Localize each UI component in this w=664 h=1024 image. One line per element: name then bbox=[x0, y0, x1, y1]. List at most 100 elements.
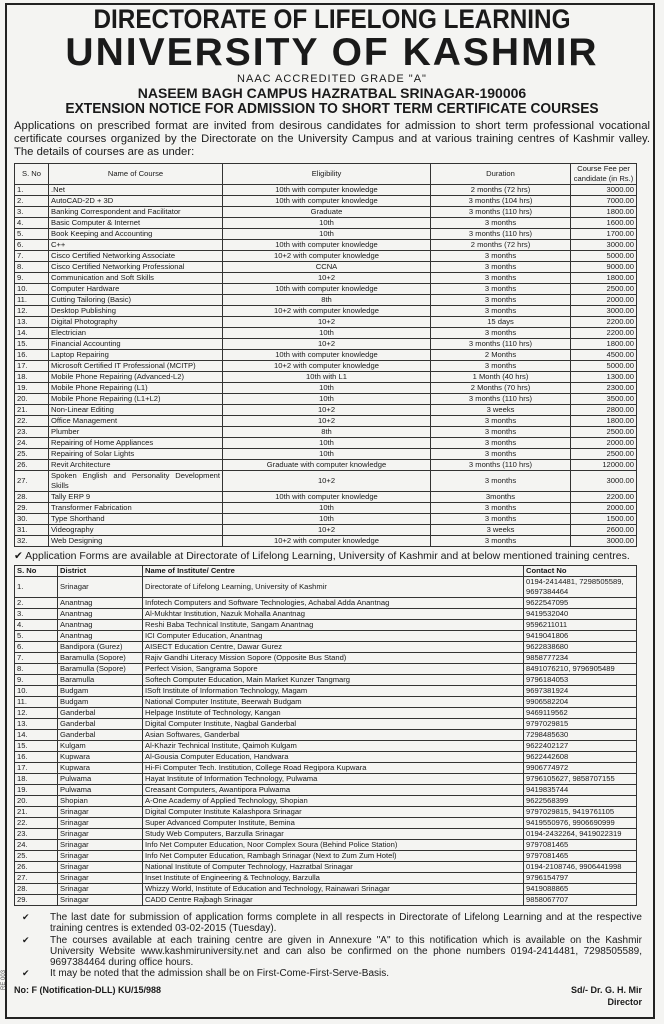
fee-cell: 7000.00 bbox=[570, 195, 637, 207]
serial-cell: 14. bbox=[14, 729, 58, 741]
table-row: 26. Srinagar National Institute of Compute… bbox=[14, 861, 637, 873]
note-text: It may be noted that the admission shall… bbox=[50, 968, 390, 980]
serial-cell: 19. bbox=[14, 784, 58, 796]
district-cell: Anantnag bbox=[57, 619, 143, 631]
course-name-cell: Type Shorthand bbox=[48, 513, 223, 525]
table-row: 16. Kupwara Al-Gousia Computer Education, … bbox=[14, 751, 637, 763]
serial-cell: 23. bbox=[14, 828, 58, 840]
contact-cell: 9419835744 bbox=[523, 784, 637, 796]
duration-cell: 2 months (72 hrs) bbox=[430, 184, 571, 196]
serial-cell: 17. bbox=[14, 360, 49, 372]
serial-cell: 7. bbox=[14, 652, 58, 664]
contact-cell: 9419088865 bbox=[523, 883, 637, 895]
directorate-title: DIRECTORATE OF LIFELONG LEARNING bbox=[93, 4, 571, 34]
table-row: 28. Tally ERP 9 10th with computer knowled… bbox=[14, 491, 637, 503]
duration-cell: 3 months (110 hrs) bbox=[430, 338, 571, 350]
check-mark-icon: ✔ bbox=[14, 550, 26, 562]
institute-cell: Al-Khazir Technical Institute, Qaimoh Ku… bbox=[142, 740, 524, 752]
signature-block: Sd/- Dr. G. H. Mir Director bbox=[571, 984, 642, 1008]
serial-cell: 11. bbox=[14, 294, 49, 306]
table-row: 5. Anantnag ICI Computer Education, Anantn… bbox=[14, 630, 637, 642]
contact-cell: 8491076210, 9796905489 bbox=[523, 663, 637, 675]
signatory: Sd/- Dr. G. H. Mir bbox=[570, 984, 642, 995]
table-row: 21. Srinagar Digital Computer Institute Ka… bbox=[14, 806, 637, 818]
contact-cell: 0194-2432264, 9419022319 bbox=[523, 828, 637, 840]
course-name-cell: Plumber bbox=[48, 426, 223, 438]
duration-cell: 3 months bbox=[430, 535, 571, 547]
serial-cell: 13. bbox=[14, 316, 49, 328]
table-row: 22. Srinagar Super Advanced Computer Insti… bbox=[14, 817, 637, 829]
serial-cell: 18. bbox=[14, 773, 58, 785]
eligibility-cell: 10+2 bbox=[222, 415, 431, 427]
eligibility-cell: 10th with computer knowledge bbox=[222, 349, 431, 361]
centres-header-cell: Name of Institute/ Centre bbox=[142, 565, 524, 577]
serial-cell: 32. bbox=[14, 535, 49, 547]
course-name-cell: Web Designing bbox=[48, 535, 223, 547]
serial-cell: 16. bbox=[14, 349, 49, 361]
eligibility-cell: Graduate bbox=[222, 206, 431, 218]
table-row: 13. Ganderbal Digital Computer Institute, … bbox=[14, 718, 637, 730]
eligibility-cell: 10+2 with computer knowledge bbox=[222, 360, 431, 372]
contact-cell: 0194-2414481, 7298505589, 9697384464 bbox=[523, 576, 637, 598]
course-name-cell: Communication and Soft Skills bbox=[48, 272, 223, 284]
eligibility-cell: 10+2 bbox=[222, 470, 431, 492]
eligibility-cell: 10th with computer knowledge bbox=[222, 491, 431, 503]
institute-cell: Reshi Baba Technical Institute, Sangam A… bbox=[142, 619, 524, 631]
contact-cell: 9622547095 bbox=[523, 597, 637, 609]
duration-cell: 3 months bbox=[430, 217, 571, 229]
institute-cell: Study Web Computers, Barzulla Srinagar bbox=[142, 828, 524, 840]
duration-cell: 3 months bbox=[430, 502, 571, 514]
centres-header-cell: S. No bbox=[14, 565, 58, 577]
district-cell: Anantnag bbox=[57, 608, 143, 620]
table-row: 29. Srinagar CADD Centre Rajbagh Srinagar 9… bbox=[14, 894, 637, 906]
table-row: 25. Repairing of Solar Lights 10th 3 months… bbox=[14, 448, 637, 460]
serial-cell: 1. bbox=[14, 576, 58, 598]
contact-cell: 9419041806 bbox=[523, 630, 637, 642]
duration-cell: 3 months (110 hrs) bbox=[430, 393, 571, 405]
serial-cell: 22. bbox=[14, 817, 58, 829]
fee-cell: 1800.00 bbox=[570, 415, 637, 427]
contact-cell: 9797081465 bbox=[523, 839, 637, 851]
eligibility-cell: 10+2 bbox=[222, 316, 431, 328]
contact-cell: 9797029815, 9419761105 bbox=[523, 806, 637, 818]
contact-cell: 7298485630 bbox=[523, 729, 637, 741]
table-row: 27. Srinagar Inset Institute of Engineerin… bbox=[14, 872, 637, 884]
table-row: 21. Non-Linear Editing 10+2 3 weeks 2800.00 bbox=[14, 404, 637, 416]
table-row: 19. Pulwama Creasant Computers, Awantipora… bbox=[14, 784, 637, 796]
serial-cell: 28. bbox=[14, 491, 49, 503]
serial-cell: 21. bbox=[14, 806, 58, 818]
duration-cell: 3 months bbox=[430, 327, 571, 339]
serial-cell: 4. bbox=[14, 619, 58, 631]
table-row: 15. Financial Accounting 10+2 3 months (110… bbox=[14, 338, 637, 350]
table-row: 29. Transformer Fabrication 10th 3 months 20… bbox=[14, 502, 637, 514]
district-cell: Baramulla (Sopore) bbox=[57, 652, 143, 664]
courses-header-row: S. No Name of Course Eligibility Duration Co… bbox=[14, 163, 637, 185]
fee-cell: 2500.00 bbox=[570, 426, 637, 438]
course-name-cell: Office Management bbox=[48, 415, 223, 427]
table-row: 15. Kulgam Al-Khazir Technical Institute, … bbox=[14, 740, 637, 752]
contact-cell: 9622402127 bbox=[523, 740, 637, 752]
institute-cell: National Computer Institute, Beerwah Bud… bbox=[142, 696, 524, 708]
table-row: 10. Computer Hardware 10th with computer k… bbox=[14, 283, 637, 295]
fee-cell: 1800.00 bbox=[570, 206, 637, 218]
institute-cell: Digital Computer Institute, Nagbal Gande… bbox=[142, 718, 524, 730]
course-name-cell: Microsoft Certified IT Professional (MCI… bbox=[48, 360, 223, 372]
table-row: 17. Microsoft Certified IT Professional (… bbox=[14, 360, 637, 372]
table-row: 7. Baramulla (Sopore) Rajiv Gandhi Literac… bbox=[14, 652, 637, 664]
table-row: 28. Srinagar Whizzy World, Institute of Ed… bbox=[14, 883, 637, 895]
contact-cell: 9419532040 bbox=[523, 608, 637, 620]
course-name-cell: Financial Accounting bbox=[48, 338, 223, 350]
eligibility-cell: 10th with computer knowledge bbox=[222, 283, 431, 295]
table-row: 1. .Net 10th with computer knowledge 2 mont… bbox=[14, 184, 637, 196]
note-item: ✔ The courses available at each training … bbox=[22, 935, 642, 969]
serial-cell: 9. bbox=[14, 674, 58, 686]
table-row: 9. Baramulla Softech Computer Education, M… bbox=[14, 674, 637, 686]
serial-cell: 18. bbox=[14, 371, 49, 383]
duration-cell: 3 months bbox=[430, 360, 571, 372]
fee-cell: 3000.00 bbox=[570, 470, 637, 492]
serial-cell: 6. bbox=[14, 239, 49, 251]
fee-cell: 3000.00 bbox=[570, 305, 637, 317]
serial-cell: 8. bbox=[14, 663, 58, 675]
serial-cell: 2. bbox=[14, 195, 49, 207]
course-name-cell: Basic Computer & Internet bbox=[48, 217, 223, 229]
